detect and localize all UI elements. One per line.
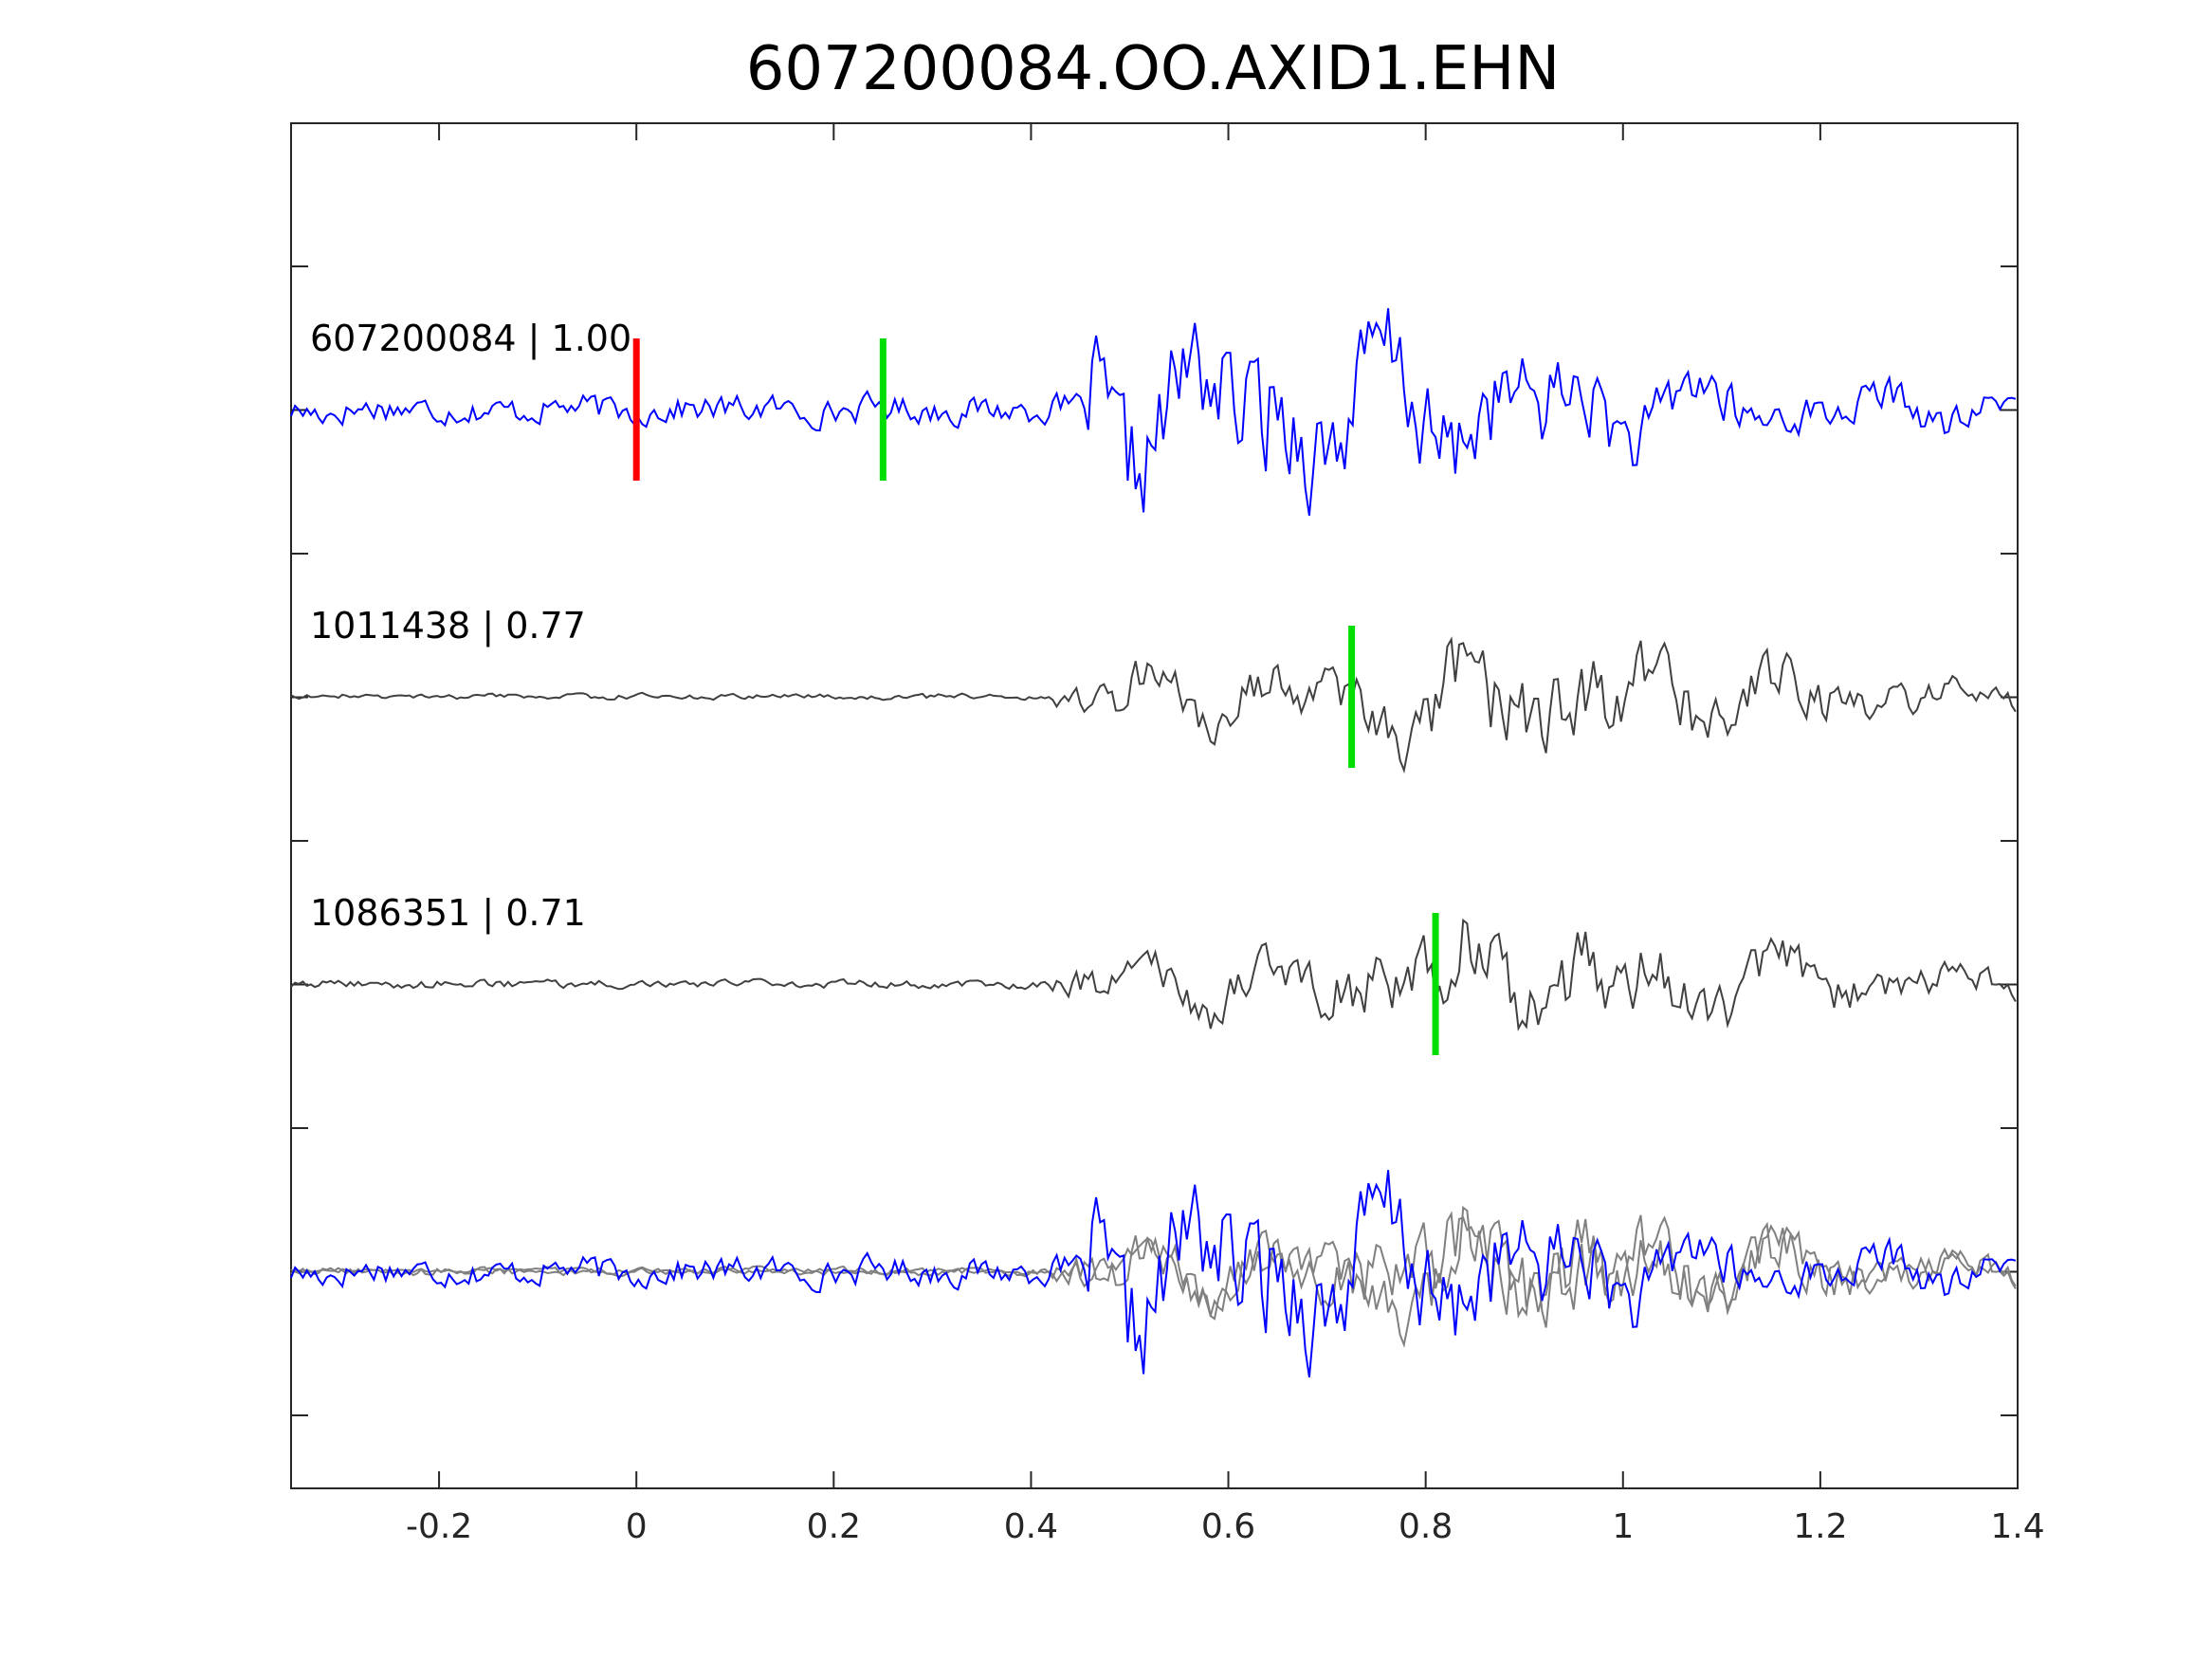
trace-label: 607200084 | 1.00 <box>310 318 631 360</box>
x-tick-label: 0.8 <box>1398 1507 1453 1546</box>
x-tick-label: 0 <box>626 1507 648 1546</box>
x-tick-label: 1 <box>1612 1507 1634 1546</box>
overlay-trace <box>290 1170 2017 1378</box>
plot-area: -0.2 0 0.2 0.4 0.6 0.8 1 1.2 1.4 607200084 | 1.00… <box>290 122 2045 1546</box>
trace-line <box>290 918 2017 1031</box>
x-tick-label: 1.2 <box>1793 1507 1847 1546</box>
axes-box <box>290 122 2019 1489</box>
trace-line <box>290 636 2017 775</box>
overlay-trace <box>290 1205 2017 1319</box>
x-tick-label: -0.2 <box>406 1507 472 1546</box>
x-tick-label: 1.4 <box>1990 1507 2044 1546</box>
x-tick-label: 0.4 <box>1004 1507 1058 1546</box>
trace-line <box>290 308 2017 517</box>
chart-title: 607200084.OO.AXID1.EHN <box>746 34 1561 104</box>
x-tick-label: 0.6 <box>1201 1507 1255 1546</box>
trace-label: 1011438 | 0.77 <box>310 605 586 647</box>
trace-label: 1086351 | 0.71 <box>310 892 586 935</box>
x-tick-label: 0.2 <box>807 1507 861 1546</box>
